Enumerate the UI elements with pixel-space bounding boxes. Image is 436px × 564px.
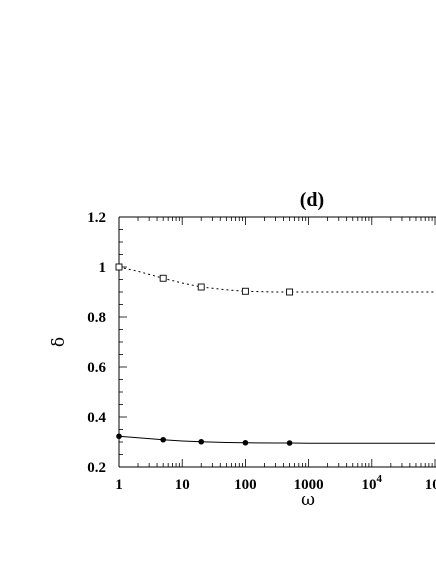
series-1-point: [241, 287, 249, 295]
series-2-line: [119, 435, 435, 444]
y-axis-label: δ: [49, 337, 69, 347]
series-1-point: [197, 283, 205, 291]
series-2-point: [116, 433, 122, 440]
series-2-point: [160, 436, 166, 443]
y-tick-label: 0.2: [87, 460, 106, 476]
x-tick-exponent: 4: [377, 473, 383, 485]
chart-title: (d): [300, 189, 324, 211]
y-tick-label: 0.6: [87, 360, 106, 376]
x-tick-label: 105: [425, 473, 436, 493]
series-1-point: [115, 263, 123, 271]
x-tick-label: 1000: [294, 477, 324, 493]
y-tick-label: 0.4: [87, 410, 106, 426]
y-tick-label: 0.8: [87, 310, 106, 326]
series-2-point: [198, 438, 205, 445]
y-tick-label: 1.2: [87, 210, 106, 226]
x-tick-label: 10: [175, 477, 190, 493]
x-tick-label: 104: [362, 473, 383, 493]
y-tick-label: 1: [99, 260, 107, 276]
series-2-point: [242, 439, 249, 446]
x-tick-label: 100: [234, 477, 257, 493]
x-tick-label: 1: [115, 477, 123, 493]
series-1-point: [286, 288, 294, 296]
series-1-point: [159, 274, 167, 282]
series-2-point: [286, 440, 293, 446]
plot-area: 0.2 0.4 0.6 0.8 1 1.2 1 10 100 1000 104 105: [87, 210, 436, 493]
x-axis-label: ω: [301, 490, 315, 510]
